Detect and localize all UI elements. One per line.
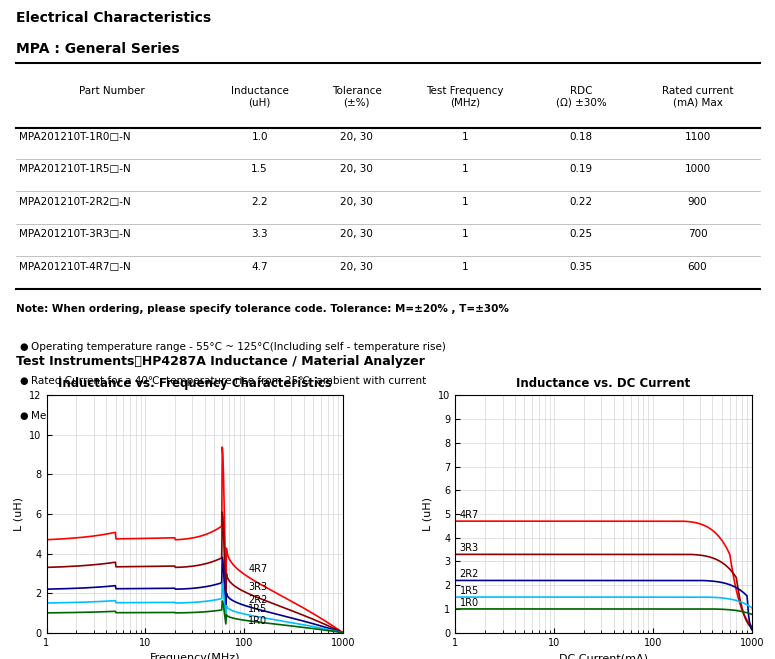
Text: ●: ●: [19, 342, 28, 352]
Title: Inductance vs. Frequency Characteristics: Inductance vs. Frequency Characteristics: [57, 377, 332, 390]
Text: 1: 1: [462, 262, 468, 272]
Text: 1: 1: [462, 164, 468, 175]
Text: 4R7: 4R7: [460, 510, 479, 520]
Text: 0.35: 0.35: [570, 262, 593, 272]
Text: 4R7: 4R7: [248, 564, 267, 574]
Text: 1: 1: [462, 132, 468, 142]
Text: Rated Current for a 40℃  temperature rise from 25℃  ambient with current: Rated Current for a 40℃ temperature rise…: [31, 376, 426, 386]
Text: 3R3: 3R3: [248, 582, 267, 592]
Text: MPA201210T-2R2□-N: MPA201210T-2R2□-N: [19, 197, 131, 207]
Text: 2R2: 2R2: [248, 595, 267, 606]
Text: Test Frequency
(MHz): Test Frequency (MHz): [426, 86, 504, 107]
Text: 900: 900: [687, 197, 708, 207]
Text: MPA : General Series: MPA : General Series: [16, 42, 179, 56]
Text: 700: 700: [687, 229, 708, 239]
Text: Operating temperature range - 55°C ~ 125°C(Including self - temperature rise): Operating temperature range - 55°C ~ 125…: [31, 342, 446, 352]
Text: 1000: 1000: [684, 164, 711, 175]
Y-axis label: L (uH): L (uH): [14, 497, 24, 531]
Text: Measure Equipment :: Measure Equipment :: [31, 411, 142, 421]
Text: MPA201210T-4R7□-N: MPA201210T-4R7□-N: [19, 262, 131, 272]
Text: 0.22: 0.22: [570, 197, 593, 207]
Text: 1: 1: [462, 197, 468, 207]
Text: MPA201210T-1R5□-N: MPA201210T-1R5□-N: [19, 164, 131, 175]
Text: 4.7: 4.7: [251, 262, 268, 272]
Text: 1: 1: [462, 229, 468, 239]
Text: 20, 30: 20, 30: [340, 262, 373, 272]
Text: RDC：HP 4338B, or equivalent: RDC：HP 4338B, or equivalent: [46, 472, 202, 482]
X-axis label: Frequency(MHz): Frequency(MHz): [150, 653, 240, 659]
Text: Part Number: Part Number: [80, 86, 145, 96]
Text: 3.3: 3.3: [251, 229, 268, 239]
Text: 1100: 1100: [684, 132, 711, 142]
Text: 20, 30: 20, 30: [340, 164, 373, 175]
Text: 20, 30: 20, 30: [340, 132, 373, 142]
Text: MPA201210T-3R3□-N: MPA201210T-3R3□-N: [19, 229, 131, 239]
Text: Rated current
(mA) Max: Rated current (mA) Max: [662, 86, 733, 107]
Text: 0.25: 0.25: [570, 229, 593, 239]
Text: 20, 30: 20, 30: [340, 197, 373, 207]
Text: Electrical Characteristics: Electrical Characteristics: [16, 11, 211, 26]
Text: 2.2: 2.2: [251, 197, 268, 207]
Text: 600: 600: [687, 262, 708, 272]
Text: 2R2: 2R2: [460, 569, 479, 579]
Text: 0.18: 0.18: [570, 132, 593, 142]
Text: 1.5: 1.5: [251, 164, 268, 175]
Text: L：Agilent HP4287A+16197A, 1MHz 200mV: L：Agilent HP4287A+16197A, 1MHz 200mV: [46, 438, 270, 447]
Text: 3R3: 3R3: [460, 543, 479, 553]
Text: Test Instruments：HP4287A Inductance / Material Analyzer: Test Instruments：HP4287A Inductance / Ma…: [16, 355, 425, 368]
Text: 1R0: 1R0: [248, 616, 267, 626]
Text: ●: ●: [19, 376, 28, 386]
Text: Tolerance
(±%): Tolerance (±%): [332, 86, 381, 107]
Text: 0.19: 0.19: [570, 164, 593, 175]
Text: 1R5: 1R5: [460, 586, 479, 596]
Text: Inductance
(uH): Inductance (uH): [231, 86, 288, 107]
Text: ●: ●: [19, 411, 28, 421]
Text: 1.0: 1.0: [251, 132, 268, 142]
Text: 1R5: 1R5: [248, 604, 267, 614]
Text: RDC
(Ω) ±30%: RDC (Ω) ±30%: [556, 86, 607, 107]
Y-axis label: L (uH): L (uH): [422, 497, 432, 531]
X-axis label: DC Current(mA): DC Current(mA): [559, 653, 648, 659]
Text: 1R0: 1R0: [460, 598, 479, 608]
Text: 20, 30: 20, 30: [340, 229, 373, 239]
Text: MPA201210T-1R0□-N: MPA201210T-1R0□-N: [19, 132, 131, 142]
Text: Note: When ordering, please specify tolerance code. Tolerance: M=±20% , T=±30%: Note: When ordering, please specify tole…: [16, 304, 508, 314]
Title: Inductance vs. DC Current: Inductance vs. DC Current: [516, 377, 691, 390]
